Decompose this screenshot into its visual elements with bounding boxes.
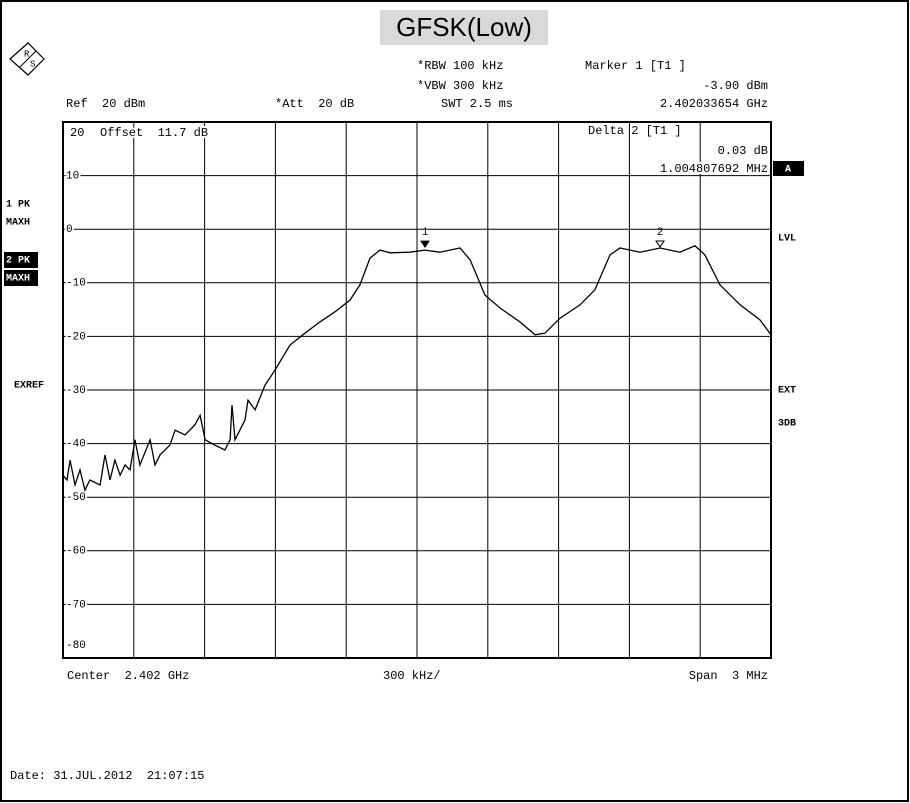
logo-r: R bbox=[24, 49, 30, 59]
badge bbox=[4, 270, 38, 286]
y-tick-label: -10 bbox=[66, 278, 86, 290]
ext: EXT bbox=[778, 386, 796, 397]
ref-level: Ref 20 dBm bbox=[66, 97, 145, 111]
per-div: 300 kHz/ bbox=[383, 669, 441, 683]
logo-line bbox=[19, 50, 37, 68]
y-tick-label: -40 bbox=[66, 439, 86, 451]
sweep-time: SWT 2.5 ms bbox=[441, 97, 513, 111]
span: Span 3 MHz bbox=[689, 669, 768, 683]
marker-label: 1 bbox=[422, 227, 429, 239]
vbw: *VBW 300 kHz bbox=[417, 79, 503, 93]
logo: R S bbox=[9, 42, 45, 76]
date: Date: 31.JUL.2012 21:07:15 bbox=[10, 769, 204, 783]
y-tick-label: -20 bbox=[66, 331, 86, 343]
logo-diamond bbox=[9, 42, 45, 76]
trace1-mode: MAXH bbox=[6, 218, 30, 229]
badge bbox=[4, 252, 38, 268]
exref: EXREF bbox=[14, 381, 44, 392]
rbw: *RBW 100 kHz bbox=[417, 59, 503, 73]
offset-ref: 20 bbox=[70, 126, 84, 140]
y-tick-label: -50 bbox=[66, 492, 86, 504]
plot-frame bbox=[62, 121, 772, 659]
y-tick-label: -60 bbox=[66, 546, 86, 558]
delta-freq: 1.004807692 MHz bbox=[660, 162, 768, 176]
marker-label: 2 bbox=[657, 227, 664, 239]
y-tick-label: -30 bbox=[66, 385, 86, 397]
attenuation: *Att 20 dB bbox=[275, 97, 354, 111]
trace2: 2 PK bbox=[6, 256, 30, 267]
marker-title: Marker 1 [T1 ] bbox=[585, 59, 686, 73]
trace bbox=[62, 245, 772, 493]
y-tick-label: -80 bbox=[66, 640, 86, 652]
offset: Offset 11.7 dB bbox=[100, 126, 208, 140]
trace2-mode: MAXH bbox=[6, 274, 30, 285]
marker-level: -3.90 dBm bbox=[703, 79, 768, 93]
y-tick-label: 0 bbox=[66, 224, 73, 236]
center-freq: Center 2.402 GHz bbox=[67, 669, 189, 683]
delta-level: 0.03 dB bbox=[718, 144, 768, 158]
title-box bbox=[380, 10, 548, 45]
delta-title: Delta 2 [T1 ] bbox=[588, 124, 682, 138]
marker bbox=[655, 240, 666, 248]
marker-freq: 2.402033654 GHz bbox=[660, 97, 768, 111]
trace1: 1 PK bbox=[6, 200, 30, 211]
lvl: LVL bbox=[778, 234, 796, 245]
trace-a: A bbox=[785, 165, 791, 176]
y-tick-label: -70 bbox=[66, 599, 86, 611]
title: GFSK(Low) bbox=[396, 12, 532, 42]
badge bbox=[773, 161, 804, 176]
y-tick-label: 10 bbox=[66, 171, 79, 183]
marker bbox=[420, 240, 430, 249]
3db: 3DB bbox=[778, 419, 796, 430]
logo-s: S bbox=[30, 59, 35, 69]
